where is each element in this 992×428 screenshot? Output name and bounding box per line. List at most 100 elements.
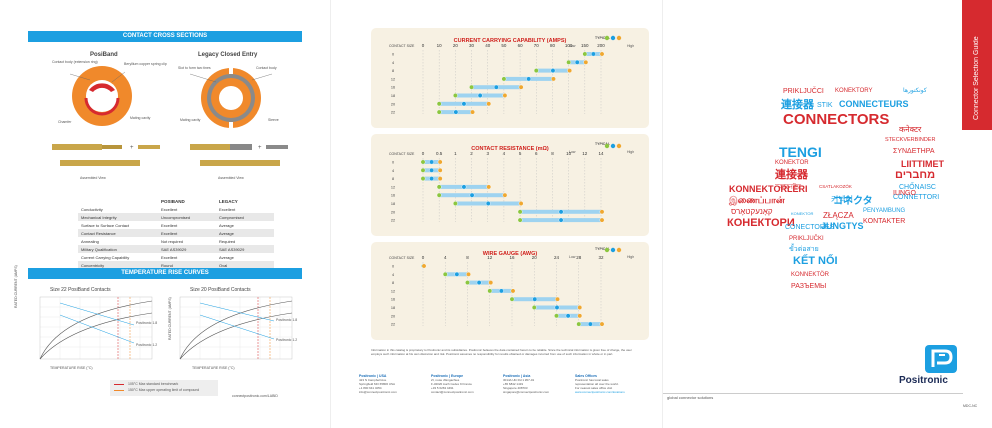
language-word: ขั้วต่อสาย (789, 246, 819, 253)
tick-label: 16 (509, 255, 515, 260)
language-word: РАЗЪЕМЫ (791, 283, 827, 290)
language-word: இணைப்பான் (729, 195, 785, 205)
language-word: CHỐNAISC (899, 184, 936, 191)
temp-x-label-right: TEMPERATURE RISE (°C) (192, 366, 235, 370)
office-usa: Positronic | USA 423 N Campbell Ave Spri… (359, 374, 431, 394)
language-word: 連接器 (775, 169, 808, 181)
size-label: 12 (391, 289, 395, 293)
low-label: Low (569, 150, 576, 154)
high-marker (577, 305, 583, 310)
table-row: Military Qualification SAE AS39029 SAE AS3… (78, 245, 274, 253)
office-line[interactable]: info@connectpositronic.com (359, 390, 397, 394)
tick-label: 12 (487, 255, 493, 260)
language-word: কানেক্টর (779, 184, 801, 191)
assembled-view-right: Assembled View (218, 176, 244, 180)
table-row: Concentricity Round Oval (78, 261, 274, 269)
typical-marker (461, 101, 467, 107)
high-marker (486, 101, 492, 107)
table-header: POSIBAND (161, 198, 185, 204)
size-label: 8 (392, 177, 394, 181)
language-word: KONEKTOR (775, 160, 809, 166)
callout-contact-body: Contact body (extension ring) (52, 60, 98, 64)
size-label: 22 (391, 111, 395, 115)
cover-panel: Connector Selection Guide PRIKLJUČCI KONE… (662, 0, 992, 428)
table-header: LEGACY (219, 198, 238, 204)
office-line[interactable]: contact@connectpositronic.com (431, 390, 474, 394)
size-label: 20 (391, 314, 395, 318)
table-row: Current Carrying Capability Excellent Aver… (78, 253, 274, 261)
language-word: קאָנעקטאָרס (731, 207, 773, 216)
tick-label: 24 (554, 255, 560, 260)
low-marker (501, 76, 507, 82)
language-word: KẾT NỐI (793, 255, 838, 267)
tick-label: 20 (453, 43, 459, 48)
language-word: 連接器 (781, 99, 814, 111)
office-line[interactable]: singapore@connectpositronic.com (503, 390, 550, 394)
typical-marker (453, 109, 459, 115)
low-label: Low (569, 44, 576, 48)
size-label: 0 (392, 53, 394, 57)
office-line: representation all over the world. (575, 382, 619, 386)
low-marker (452, 93, 458, 98)
high-marker (488, 280, 494, 285)
table-cell: Current Carrying Capability (81, 254, 130, 260)
language-word: كونكتورها (903, 88, 927, 94)
contact-pins-illustration: + + (52, 144, 288, 166)
assembled-view-left: Assembled View (80, 176, 106, 180)
tick-label: 100 (565, 43, 573, 48)
language-word: KONEKTOR (791, 211, 814, 216)
tick-label: 12 (582, 151, 588, 156)
office-line[interactable]: www.connectpositronic.com/locations (575, 390, 625, 394)
office-name: Positronic | USA (359, 374, 387, 378)
temp-legend: 105°C Max standard benchmark 150°C Max u… (110, 380, 218, 396)
tick-label: 0 (422, 151, 425, 156)
size-label: 0 (392, 161, 394, 165)
office-line: For nearest sales office visit (575, 386, 613, 390)
table-row: Annealing Not required Required (78, 237, 274, 245)
low-marker (487, 288, 493, 294)
contact-size-label: CONTACT SIZE (389, 256, 415, 260)
contact-size-label: CONTACT SIZE (389, 44, 415, 48)
legend-low-dot (604, 143, 610, 149)
table-cell: Required (219, 238, 236, 244)
low-marker (469, 84, 474, 90)
language-word: KONEKTORY (835, 88, 873, 94)
typical-marker (558, 217, 564, 223)
office-line: 3014A Ubi Rd 1 #07-01 (503, 378, 535, 382)
tick-label: 8 (466, 255, 469, 260)
tick-label: 0.5 (436, 151, 443, 156)
tick-label: 40 (485, 43, 491, 48)
language-word: מחברים (895, 169, 936, 181)
contact-size-label: CONTACT SIZE (389, 152, 415, 156)
typical-marker (498, 288, 504, 294)
office-name: Positronic | Europe (431, 374, 464, 378)
typical-marker (493, 84, 499, 90)
table-row: Surface to Surface Contact Excellent Avera… (78, 221, 274, 229)
language-word: KONNEKTÖR (791, 272, 830, 278)
tick-label: 60 (518, 43, 524, 48)
high-marker (486, 184, 492, 190)
low-marker (436, 109, 442, 115)
table-cell: Concentricity (78, 261, 158, 269)
resistance-chart-title: CONTACT RESISTANCE (mΩ) (471, 146, 549, 152)
table-cell: Excellent (161, 254, 178, 260)
language-word: KONNEKTÖRLERI (729, 184, 808, 194)
table-cell: Annealing (81, 238, 99, 244)
tick-label: 20 (532, 255, 538, 260)
language-word: TENGI (779, 144, 822, 160)
curve-label: Positronic 1.8 (276, 318, 298, 322)
temp-y-label-right: RATED CURRENT (AMPS) (168, 297, 172, 340)
high-marker (599, 217, 605, 223)
table-row: Mechanical Integrity Uncompromised Comprom… (78, 213, 274, 221)
office-line: F-32020 Auch Cedex 9 France (431, 382, 472, 386)
low-marker (465, 280, 470, 285)
panel1-url[interactable]: connectpositronic.com/LABID (232, 394, 278, 398)
tick-label: 10 (437, 43, 443, 48)
legend-high-dot (616, 143, 622, 149)
size-label: 18 (391, 94, 395, 98)
size-label: 8 (392, 281, 394, 285)
language-word: CONNECTORS (783, 111, 890, 128)
tick-label: 70 (534, 43, 540, 48)
tick-label: 1 (454, 151, 457, 156)
disclaimer: Information in this catalog is proprieta… (371, 348, 632, 356)
